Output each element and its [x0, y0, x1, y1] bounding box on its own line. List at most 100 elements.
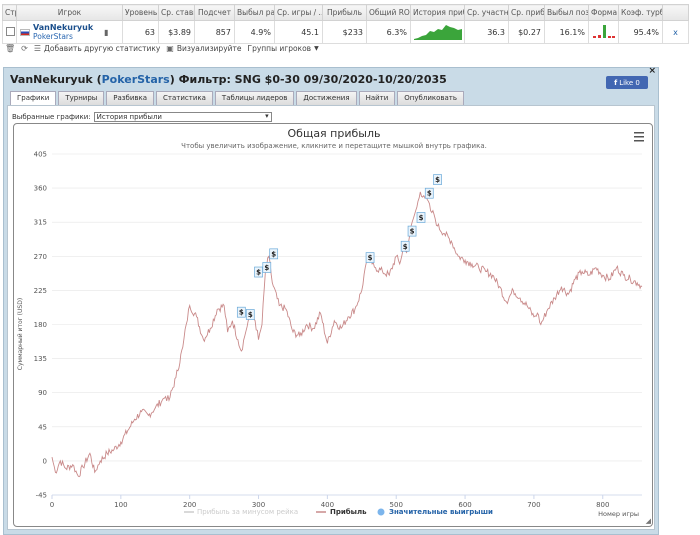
- col-header[interactable]: Ср. ставка: [158, 4, 195, 21]
- x-tick-label: 600: [458, 501, 471, 509]
- marker-label: $: [239, 309, 244, 317]
- player-name-link[interactable]: VanNekuryuk: [33, 23, 94, 32]
- stats-table: Стр. Игрок Уровень Ср. ставка Подсчет Вы…: [2, 4, 689, 44]
- player-groups-dropdown[interactable]: Группы игроков ▼: [248, 44, 319, 53]
- menu-icon[interactable]: [634, 132, 644, 142]
- x-axis: 0 100 200 300 400 500 600 700 800: [50, 494, 642, 509]
- y-axis-label: Суммарный итог (USD): [17, 298, 24, 370]
- chart-legend: Прибыль за минусом рейка Прибыль Значите…: [184, 508, 493, 516]
- marker-label: $: [427, 190, 432, 198]
- tab-publish[interactable]: Опубликовать: [397, 91, 464, 105]
- col-header[interactable]: Стр.: [2, 4, 17, 21]
- chart-frame[interactable]: Общая прибыль Чтобы увеличить изображени…: [13, 123, 653, 527]
- row-checkbox-cell: [2, 20, 17, 44]
- col-header[interactable]: Ср. участник: [464, 4, 509, 21]
- chart-select-value: История прибыли: [96, 113, 162, 121]
- col-header[interactable]: Уровень: [122, 4, 159, 21]
- col-header[interactable]: Прибыль: [322, 4, 367, 21]
- profit-chart[interactable]: Общая прибыль Чтобы увеличить изображени…: [14, 124, 652, 526]
- chart-subtitle: Чтобы увеличить изображение, кликните и …: [181, 142, 487, 150]
- player-note-icon[interactable]: ▮: [104, 27, 109, 37]
- tab-tournaments[interactable]: Турниры: [58, 91, 105, 105]
- big-win-marker[interactable]: $: [400, 240, 410, 252]
- big-win-marker[interactable]: $: [365, 252, 375, 263]
- add-stat-button[interactable]: ☰ Добавить другую статистику: [34, 44, 160, 53]
- visualize-button[interactable]: ▣ Визуализируйте: [166, 44, 241, 53]
- col-header[interactable]: Игрок: [16, 4, 123, 21]
- tab-find[interactable]: Найти: [358, 91, 396, 105]
- marker-flag: [433, 174, 442, 185]
- legend-label-profit: Прибыль: [330, 508, 367, 516]
- panel-room-link[interactable]: PokerStars: [101, 73, 170, 86]
- row-checkbox[interactable]: [6, 26, 15, 36]
- y-tick-label: 45: [38, 423, 47, 431]
- late-out-cell: 16.1%: [544, 20, 589, 44]
- x-axis-label: Номер игры: [598, 510, 639, 518]
- x-tick-label: 100: [114, 501, 127, 509]
- y-tick-label: 90: [38, 389, 47, 397]
- col-header[interactable]: Коэф. турбо: [618, 4, 663, 21]
- panel-filter: Фильтр: SNG $0-30 09/30/2020-10/20/2035: [178, 73, 447, 86]
- player-groups-label: Группы игроков: [247, 43, 312, 53]
- profit-cell: $233: [322, 20, 367, 44]
- big-win-marker[interactable]: $: [236, 306, 246, 318]
- trash-icon[interactable]: 🗑: [5, 43, 16, 53]
- tab-achievements[interactable]: Достижения: [296, 91, 357, 105]
- tab-breakdown[interactable]: Разбивка: [106, 91, 155, 105]
- remove-row-button[interactable]: x: [662, 20, 689, 44]
- form-sparkline[interactable]: [588, 20, 619, 44]
- col-header[interactable]: Общий ROI: [366, 4, 411, 21]
- marker-flag: [262, 262, 272, 273]
- marker-label: $: [271, 250, 276, 258]
- big-win-marker[interactable]: $: [245, 309, 255, 320]
- profit-history-sparkline[interactable]: [410, 20, 465, 44]
- russia-flag-icon: [20, 28, 30, 36]
- marker-flag: [269, 248, 279, 260]
- early-out-cell: 4.9%: [234, 20, 275, 44]
- legend-item-profit[interactable]: Прибыль: [316, 508, 367, 516]
- col-header[interactable]: Выбыл позднее: [544, 4, 589, 21]
- big-win-marker[interactable]: $: [424, 187, 434, 199]
- col-header[interactable]: Подсчет: [194, 4, 235, 21]
- tab-leaderboards[interactable]: Таблицы лидеров: [214, 91, 295, 105]
- player-cell: VanNekuryuk PokerStars ▮: [16, 20, 123, 44]
- marker-flag: [400, 240, 410, 252]
- big-win-marker[interactable]: $: [269, 248, 279, 260]
- marker-flag: [236, 306, 246, 318]
- col-header[interactable]: Форма: [588, 4, 619, 21]
- count-cell: 857: [194, 20, 235, 44]
- tab-statistics[interactable]: Статистика: [156, 91, 213, 105]
- marker-flag: [407, 225, 417, 237]
- legend-item-rake[interactable]: Прибыль за минусом рейка: [184, 508, 298, 516]
- facebook-like-button[interactable]: f Like 0: [606, 76, 648, 89]
- col-header[interactable]: Ср. игры / ...: [274, 4, 323, 21]
- col-header[interactable]: История прибыли: [410, 4, 465, 21]
- add-stat-label: Добавить другую статистику: [44, 43, 161, 53]
- big-win-marker[interactable]: $: [254, 266, 263, 278]
- roi-cell: 6.3%: [366, 20, 411, 44]
- big-win-marker[interactable]: $: [433, 174, 442, 185]
- y-tick-label: 0: [43, 457, 47, 465]
- col-header[interactable]: Ср. прибыль: [508, 4, 545, 21]
- marker-label: $: [410, 228, 415, 236]
- refresh-icon[interactable]: ⟳: [21, 43, 28, 53]
- tab-charts[interactable]: Графики: [10, 91, 57, 105]
- resize-grip-icon[interactable]: ◢: [645, 517, 651, 525]
- table-toolbar: 🗑 ⟳ ☰ Добавить другую статистику ▣ Визуа…: [5, 42, 319, 54]
- chart-select[interactable]: История прибыли ▾: [93, 112, 272, 122]
- panel-tabs: Графики Турниры Разбивка Статистика Табл…: [10, 91, 464, 105]
- big-win-marker[interactable]: $: [416, 212, 426, 223]
- col-header[interactable]: Выбыл ранее: [234, 4, 275, 21]
- chart-title: Общая прибыль: [288, 127, 381, 140]
- chart-selector-row: Выбранные графики: История прибыли ▾: [12, 112, 272, 122]
- big-win-marker[interactable]: $: [262, 262, 272, 273]
- big-win-marker[interactable]: $: [407, 225, 417, 237]
- y-tick-label: 315: [34, 219, 47, 227]
- x-tick-label: 300: [252, 501, 265, 509]
- panel-title: VanNekuryuk (PokerStars) Фильтр: SNG $0-…: [10, 73, 447, 86]
- legend-item-big-wins[interactable]: Значительные выигрыши: [377, 508, 494, 516]
- y-axis: -45 0 45 90 135 180 225 270 315 360 405: [34, 151, 642, 500]
- close-icon[interactable]: ×: [648, 66, 656, 76]
- player-room-link[interactable]: PokerStars: [33, 32, 73, 41]
- avg-entrants-cell: 36.3: [464, 20, 509, 44]
